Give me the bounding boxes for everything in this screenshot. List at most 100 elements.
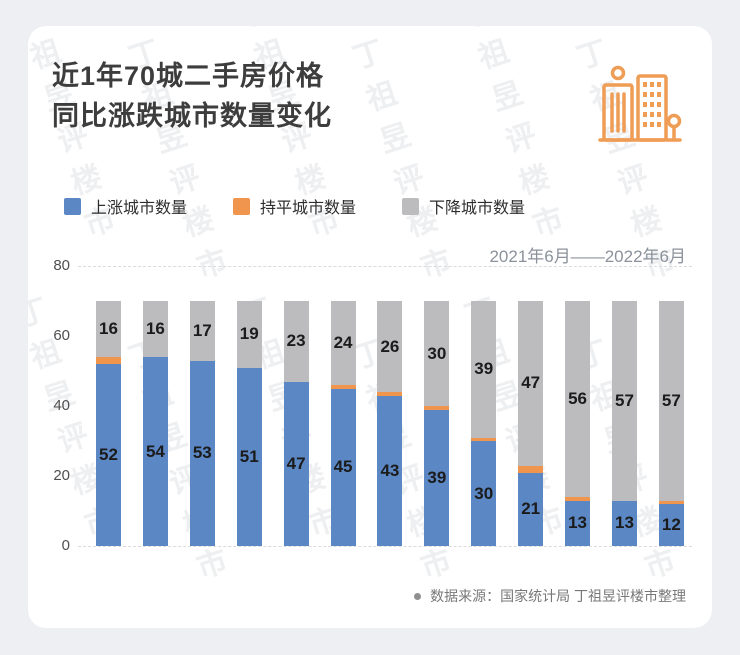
segment-rise: 47 [283, 381, 309, 546]
bar-value-label: 19 [239, 324, 259, 344]
segment-fall: 17 [189, 301, 215, 361]
legend-item-flat: 持平城市数量 [233, 194, 356, 218]
gridline-80 [78, 266, 692, 267]
stacked-bar-10: 21 47 [518, 301, 544, 546]
segment-flat [96, 357, 121, 364]
bar-value-label: 51 [239, 446, 259, 466]
buildings-icon [598, 65, 682, 142]
stacked-bar-1: 52 16 [96, 301, 121, 546]
segment-rise: 51 [236, 367, 262, 546]
bar-value-label: 16 [99, 319, 118, 338]
legend-swatch-rise [64, 197, 81, 215]
segment-fall: 56 [565, 301, 591, 497]
bar-value-label: 30 [474, 483, 494, 503]
y-axis-label: 40 [53, 397, 70, 414]
source-text: 数据来源：国家统计局 丁祖昱评楼市整理 [430, 588, 686, 604]
legend-swatch-flat [233, 197, 251, 215]
bar-value-label: 52 [99, 445, 118, 464]
stacked-bar-6: 45 24 [330, 301, 356, 546]
bar-value-label: 57 [615, 390, 634, 410]
gridline-0 [78, 546, 692, 547]
bar-value-label: 47 [521, 373, 541, 393]
segment-flat [471, 437, 497, 441]
segment-fall: 39 [471, 301, 497, 438]
header-icon-wrap [598, 60, 682, 146]
legend-swatch-fall [402, 197, 420, 215]
bar-value-label: 16 [145, 319, 165, 338]
bar-value-label: 12 [661, 515, 681, 534]
bar-chart: 0 20 40 60 80 52 16 54 16 53 17 51 19 47 23 45 24 43 26 39… [48, 257, 692, 566]
legend-label-rise: 上涨城市数量 [91, 200, 188, 217]
page-title: 近1年70城二手房价格 同比涨跌城市数量变化 [52, 56, 332, 136]
legend: 上涨城市数量 持平城市数量 下降城市数量 [64, 194, 525, 218]
bar-value-label: 17 [192, 320, 212, 340]
segment-rise: 13 [611, 500, 637, 546]
bar-value-label: 53 [192, 443, 212, 463]
segment-fall: 30 [424, 301, 450, 406]
bar-value-label: 57 [661, 390, 681, 410]
infographic-card: 丁祖昱评楼市 丁祖昱评楼市 丁祖昱评楼市 丁祖昱评楼市 丁祖昱评楼市 丁祖昱评楼市 丁祖昱评… [28, 26, 712, 628]
segment-fall: 16 [142, 301, 168, 357]
title-line-2: 同比涨跌城市数量变化 [52, 101, 332, 131]
y-axis-label: 0 [61, 537, 70, 554]
bar-value-label: 47 [286, 453, 306, 473]
period-label: 2021年6月——2022年6月 [489, 247, 686, 266]
segment-fall: 24 [330, 301, 356, 385]
bar-value-label: 56 [568, 389, 588, 408]
segment-fall: 47 [518, 301, 544, 466]
bar-value-label: 13 [615, 513, 634, 533]
y-axis-label: 60 [53, 327, 70, 344]
segment-fall: 23 [283, 301, 309, 382]
plot-area: 52 16 54 16 53 17 51 19 47 23 45 24 43 26 39 30 30 39 21 47… [88, 266, 692, 546]
segment-rise: 53 [189, 360, 215, 546]
bar-value-label: 30 [427, 343, 447, 363]
bar-value-label: 26 [380, 336, 400, 356]
segment-rise: 54 [142, 357, 168, 546]
segment-rise: 43 [377, 395, 403, 546]
stacked-bar-5: 47 23 [283, 301, 309, 546]
bar-value-label: 45 [333, 457, 353, 477]
stacked-bar-2: 54 16 [142, 301, 168, 546]
title-line-1: 近1年70城二手房价格 [52, 61, 325, 91]
segment-rise: 52 [96, 364, 121, 546]
segment-fall: 57 [658, 301, 684, 501]
segment-rise: 21 [518, 472, 544, 546]
bar-value-label: 39 [474, 359, 494, 379]
y-axis-label: 80 [53, 257, 70, 274]
segment-rise: 30 [471, 441, 497, 546]
bar-value-label: 21 [521, 499, 541, 519]
bar-value-label: 54 [145, 441, 165, 461]
bar-value-label: 24 [333, 333, 353, 352]
y-axis: 0 20 40 60 80 [48, 257, 70, 554]
segment-rise: 13 [565, 500, 591, 546]
stacked-bar-4: 51 19 [236, 301, 262, 546]
bar-value-label: 13 [568, 513, 588, 533]
stacked-bar-3: 53 17 [189, 301, 215, 546]
segment-fall: 16 [96, 301, 121, 357]
legend-label-flat: 持平城市数量 [260, 200, 357, 217]
legend-item-rise: 上涨城市数量 [64, 194, 187, 218]
bar-value-label: 39 [427, 467, 447, 487]
stacked-bar-7: 43 26 [377, 301, 403, 546]
segment-flat [377, 392, 403, 396]
card-content: 近1年70城二手房价格 同比涨跌城市数量变化 [28, 26, 712, 628]
legend-label-fall: 下降城市数量 [429, 200, 526, 217]
legend-item-fall: 下降城市数量 [402, 194, 525, 218]
source-bullet-icon [414, 592, 422, 600]
segment-rise: 39 [424, 409, 450, 546]
segment-flat [518, 465, 544, 473]
bar-value-label: 43 [380, 460, 400, 480]
stacked-bar-13: 12 57 [658, 301, 684, 546]
stacked-bar-8: 39 30 [424, 301, 450, 546]
segment-fall: 26 [377, 301, 403, 392]
segment-fall: 19 [236, 301, 262, 368]
segment-flat [658, 500, 684, 504]
segment-flat [330, 385, 356, 389]
stacked-bar-12: 13 57 [611, 301, 637, 546]
stacked-bar-9: 30 39 [471, 301, 497, 546]
bar-value-label: 23 [286, 331, 306, 351]
source-note: 数据来源：国家统计局 丁祖昱评楼市整理 [414, 586, 686, 606]
segment-flat [424, 406, 450, 410]
y-axis-label: 20 [53, 467, 70, 484]
segment-rise: 45 [330, 388, 356, 546]
